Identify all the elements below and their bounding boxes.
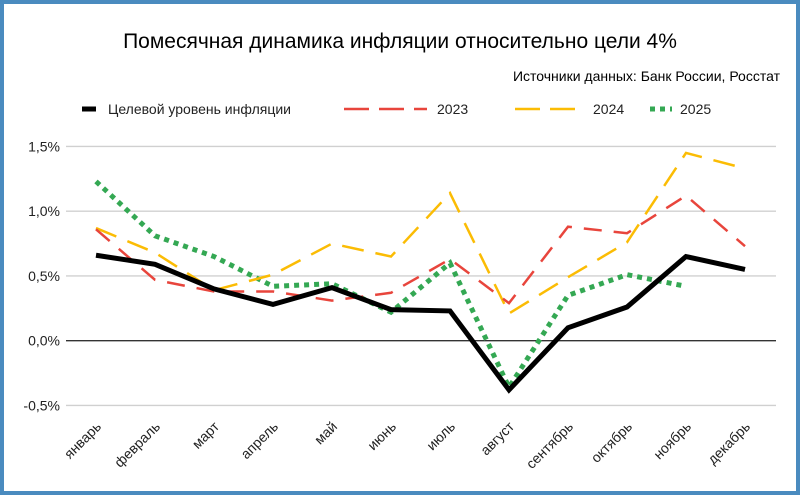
y-tick-label: -0,5% bbox=[23, 397, 60, 413]
series-line-2025 bbox=[94, 179, 687, 393]
series-line-целевой-уровень-инфляции bbox=[95, 252, 746, 394]
x-tick-label: июнь bbox=[364, 418, 399, 453]
y-tick-label: 1,5% bbox=[28, 138, 60, 154]
legend-label: 2024 bbox=[593, 101, 624, 117]
line-chart: 1,5% 1,0% 0,5% 0,0% -0,5%январь февраль март ап… bbox=[23, 101, 776, 472]
x-tick-label: июль bbox=[423, 418, 458, 453]
x-tick-label: октябрь bbox=[588, 418, 635, 465]
y-tick-label: 1,0% bbox=[28, 203, 60, 219]
x-tick-label: ноябрь bbox=[650, 418, 694, 462]
chart-title: Помесячная динамика инфляции относительн… bbox=[123, 30, 677, 53]
x-tick-label: апрель bbox=[237, 418, 281, 462]
y-tick-label: 0,5% bbox=[28, 268, 60, 284]
chart-subtitle: Источники данных: Банк России, Росстат bbox=[512, 68, 780, 84]
x-tick-label: сентябрь bbox=[523, 418, 576, 471]
legend-label: 2023 bbox=[437, 101, 468, 117]
legend-label: 2025 bbox=[680, 101, 711, 117]
x-tick-label: август bbox=[477, 418, 517, 458]
x-tick-label: февраль bbox=[111, 418, 163, 470]
x-tick-label: май bbox=[311, 418, 340, 447]
x-tick-label: март bbox=[189, 418, 223, 452]
x-tick-label: декабрь bbox=[704, 418, 753, 467]
y-tick-label: 0,0% bbox=[28, 333, 60, 349]
x-tick-label: январь bbox=[61, 418, 104, 461]
legend-label: Целевой уровень инфляции bbox=[108, 101, 291, 117]
series-line-2023 bbox=[95, 194, 746, 305]
